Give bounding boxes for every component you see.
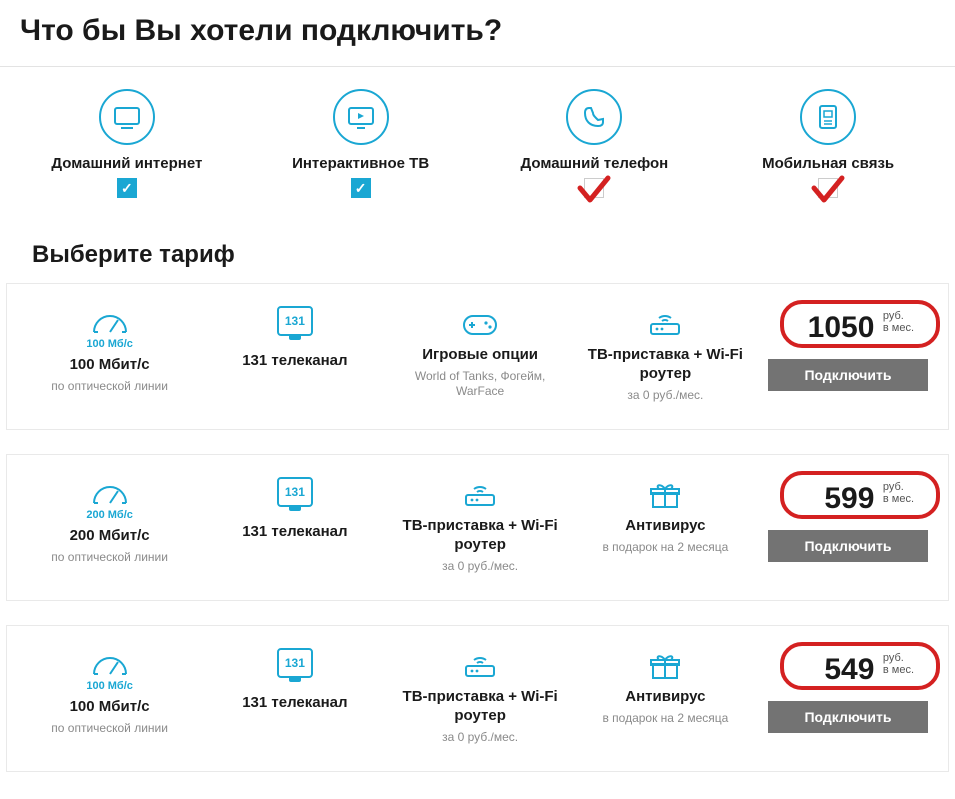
col3-main: Игровые опции <box>394 346 567 365</box>
speed-main: 200 Мбит/с <box>23 527 196 546</box>
price-box: 1050 руб.в мес. <box>786 306 928 351</box>
speed-mini: 200 Мб/c <box>23 509 196 521</box>
price-value: 599 <box>824 482 874 516</box>
col3-sub: за 0 руб./мес. <box>394 730 567 746</box>
speed-sub: по оптической линии <box>23 379 196 395</box>
tv-channel-icon: 131 <box>277 477 313 507</box>
checkbox-home-internet[interactable]: ✓ <box>117 178 137 198</box>
connect-button[interactable]: Подключить <box>768 701 928 733</box>
monitor-icon <box>99 89 155 145</box>
price-box: 599 руб.в мес. <box>788 477 928 522</box>
checkbox-iptv[interactable]: ✓ <box>351 178 371 198</box>
col3-sub: World of Tanks, Фогейм, WarFace <box>394 369 567 400</box>
feature-col4: ТВ-приставка + Wi-Fi роутер за 0 руб./ме… <box>573 306 758 403</box>
feature-col3: ТВ-приставка + Wi-Fi роутер за 0 руб./ме… <box>388 477 573 574</box>
tv-main: 131 телеканал <box>208 523 381 542</box>
tv-channel-icon: 131 <box>277 648 313 678</box>
service-label: Интерактивное ТВ <box>244 155 478 172</box>
feature-col4: Антивирус в подарок на 2 месяца <box>573 477 758 555</box>
speed-sub: по оптической линии <box>23 721 196 737</box>
speed-main: 100 Мбит/с <box>23 356 196 375</box>
router-icon <box>458 648 502 682</box>
col4-sub: в подарок на 2 месяца <box>579 711 752 727</box>
col3-sub: за 0 руб./мес. <box>394 559 567 575</box>
price-value: 1050 <box>808 311 875 345</box>
service-label: Домашний интернет <box>10 155 244 172</box>
col4-main: Антивирус <box>579 517 752 536</box>
price-column: 549 руб.в мес. Подключить <box>758 648 938 733</box>
feature-tv: 131 131 телеканал <box>202 306 387 371</box>
feature-speed: 100 Мб/c 100 Мбит/с по оптической линии <box>17 648 202 736</box>
feature-speed: 100 Мб/c 100 Мбит/с по оптической линии <box>17 306 202 394</box>
service-home-phone[interactable]: Домашний телефон <box>478 89 712 203</box>
checkbox-mobile[interactable] <box>818 178 838 198</box>
gamepad-icon <box>458 306 502 340</box>
tariff-row: 200 Мб/c 200 Мбит/с по оптической линии … <box>6 454 949 601</box>
feature-tv: 131 131 телеканал <box>202 477 387 542</box>
service-home-internet[interactable]: Домашний интернет ✓ <box>10 89 244 203</box>
feature-col3: ТВ-приставка + Wi-Fi роутер за 0 руб./ме… <box>388 648 573 745</box>
page-title: Что бы Вы хотели подключить? <box>20 14 935 48</box>
service-iptv[interactable]: Интерактивное ТВ ✓ <box>244 89 478 203</box>
col4-sub: в подарок на 2 месяца <box>579 540 752 556</box>
price-unit: руб.в мес. <box>883 481 914 505</box>
tariff-section-title: Выберите тариф <box>32 241 935 269</box>
checkbox-home-phone[interactable] <box>584 178 604 198</box>
price-unit: руб.в мес. <box>883 652 914 676</box>
phone-icon <box>566 89 622 145</box>
speedometer-icon <box>88 306 132 336</box>
speedometer-icon <box>88 648 132 678</box>
speed-mini: 100 Мб/c <box>23 680 196 692</box>
speed-mini: 100 Мб/c <box>23 338 196 350</box>
price-value: 549 <box>824 653 874 687</box>
speedometer-icon <box>88 477 132 507</box>
service-label: Мобильная связь <box>711 155 945 172</box>
gift-icon <box>643 648 687 682</box>
price-column: 599 руб.в мес. Подключить <box>758 477 938 562</box>
col3-main: ТВ-приставка + Wi-Fi роутер <box>394 517 567 555</box>
feature-col4: Антивирус в подарок на 2 месяца <box>573 648 758 726</box>
services-row: Домашний интернет ✓ Интерактивное ТВ ✓ Д… <box>0 67 955 213</box>
tv-main: 131 телеканал <box>208 352 381 371</box>
col4-main: ТВ-приставка + Wi-Fi роутер <box>579 346 752 384</box>
speed-main: 100 Мбит/с <box>23 698 196 717</box>
price-box: 549 руб.в мес. <box>788 648 928 693</box>
sim-icon <box>800 89 856 145</box>
router-icon <box>458 477 502 511</box>
tariff-row: 100 Мб/c 100 Мбит/с по оптической линии … <box>6 625 949 772</box>
speed-sub: по оптической линии <box>23 550 196 566</box>
price-unit: руб.в мес. <box>883 310 914 334</box>
connect-button[interactable]: Подключить <box>768 359 928 391</box>
connect-button[interactable]: Подключить <box>768 530 928 562</box>
service-label: Домашний телефон <box>478 155 712 172</box>
feature-speed: 200 Мб/c 200 Мбит/с по оптической линии <box>17 477 202 565</box>
feature-tv: 131 131 телеканал <box>202 648 387 713</box>
tv-main: 131 телеканал <box>208 694 381 713</box>
col4-main: Антивирус <box>579 688 752 707</box>
col3-main: ТВ-приставка + Wi-Fi роутер <box>394 688 567 726</box>
price-column: 1050 руб.в мес. Подключить <box>758 306 938 391</box>
col4-sub: за 0 руб./мес. <box>579 388 752 404</box>
gift-icon <box>643 477 687 511</box>
tv-channel-icon: 131 <box>277 306 313 336</box>
feature-col3: Игровые опции World of Tanks, Фогейм, Wa… <box>388 306 573 400</box>
router-icon <box>643 306 687 340</box>
tariff-row: 100 Мб/c 100 Мбит/с по оптической линии … <box>6 283 949 430</box>
tv-icon <box>333 89 389 145</box>
service-mobile[interactable]: Мобильная связь <box>711 89 945 203</box>
